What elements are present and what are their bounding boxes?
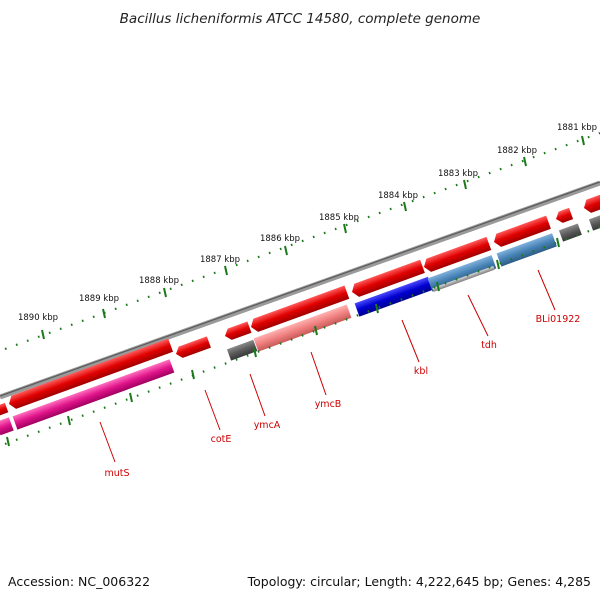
gene-label-mutS: mutS xyxy=(104,468,129,479)
tick-label-1885: 1885 kbp xyxy=(319,213,359,223)
gene-segment-ymcA xyxy=(226,339,258,361)
gene-label-ymcA: ymcA xyxy=(254,420,281,431)
gene-segment-kbl-upper xyxy=(352,259,425,297)
gene-segment-BLi01922-upper xyxy=(494,215,551,247)
tick-label-1881: 1881 kbp xyxy=(557,123,597,133)
gene-label-kbl: kbl xyxy=(414,366,428,377)
gene-label-tdh: tdh xyxy=(481,340,497,351)
backbone-line-shade xyxy=(0,181,600,397)
tick-label-1888: 1888 kbp xyxy=(139,276,179,286)
gene-label-BLi01922: BLi01922 xyxy=(536,314,581,325)
gene-segment-mutS-edge xyxy=(0,417,14,436)
tick-label-1882: 1882 kbp xyxy=(497,146,537,156)
inner-minor-ticks xyxy=(4,225,600,446)
inner-major-ticks xyxy=(6,237,560,447)
tick-label-1890: 1890 kbp xyxy=(18,313,58,323)
gene-segment-fwd-small xyxy=(556,207,574,223)
tick-label-1884: 1884 kbp xyxy=(378,191,418,201)
gene-segment-ymcA-upper xyxy=(225,321,252,340)
gene-segment-rev-edge xyxy=(588,214,600,231)
backbone-line xyxy=(0,180,600,400)
accession-text: Accession: NC_006322 xyxy=(8,574,150,589)
outer-tick-ring xyxy=(4,131,600,351)
gene-label-ymcB: ymcB xyxy=(315,399,342,410)
gene-label-cotE: cotE xyxy=(211,434,232,445)
inner-tick-ring xyxy=(4,225,600,447)
gene-segment-tdh-upper xyxy=(424,236,492,272)
tick-label-1886: 1886 kbp xyxy=(260,234,300,244)
tick-label-1887: 1887 kbp xyxy=(200,255,240,265)
gene-labels: BLi01922 tdh kbl ymcB ymcA cotE mutS xyxy=(104,314,580,479)
outer-major-ticks xyxy=(41,135,585,340)
gene-segment-ymcB-upper xyxy=(251,285,350,332)
gene-segment-cotE-upper xyxy=(176,336,211,358)
gene-label-connectors xyxy=(99,269,556,463)
topology-text: Topology: circular; Length: 4,222,645 bp… xyxy=(247,574,591,589)
tick-label-1889: 1889 kbp xyxy=(79,294,119,304)
gene-segment-mutS-upper xyxy=(9,338,174,409)
gene-segment-fwd-0 xyxy=(0,402,9,416)
reverse-strand-genes xyxy=(0,214,600,436)
gene-segment-fwd-edge xyxy=(584,191,600,213)
tick-labels: 1881 kbp 1882 kbp 1883 kbp 1884 kbp 1885… xyxy=(18,123,597,323)
gene-segment-mutS xyxy=(12,359,175,430)
gene-segment-tdh-shadow xyxy=(432,265,495,292)
tick-label-1883: 1883 kbp xyxy=(438,169,478,179)
forward-strand-genes xyxy=(0,191,600,416)
gene-segment-rev-small xyxy=(558,223,582,242)
gene-segment-kbl xyxy=(354,276,433,317)
gene-segment-ymcB xyxy=(253,304,352,352)
map-title: Bacillus licheniformis ATCC 14580, compl… xyxy=(120,11,481,27)
